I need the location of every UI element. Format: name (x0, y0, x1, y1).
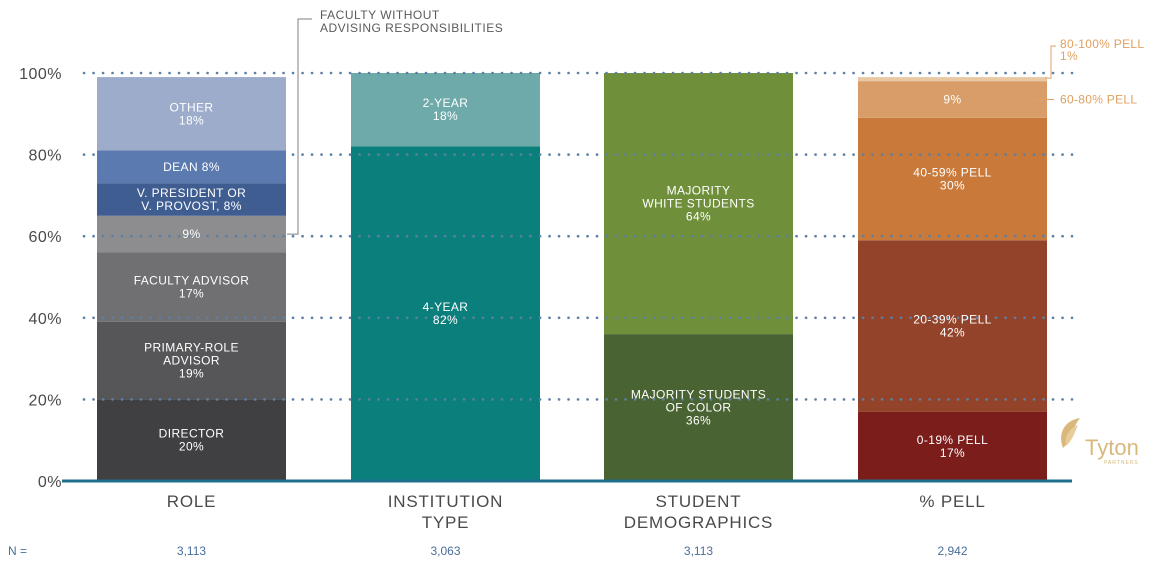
segment-label: MAJORITY STUDENTS (631, 388, 766, 402)
bar-segment (97, 183, 286, 216)
bar-segment (604, 73, 793, 335)
segment-label: 40-59% PELL (913, 166, 991, 180)
annotation-label: FACULTY WITHOUT (320, 8, 440, 22)
sample-size-row: N = 3,113 3,063 3,113 2,942 (8, 544, 968, 558)
y-tick-label: 80% (28, 148, 62, 165)
segment-label: 18% (179, 113, 204, 127)
segment-label: 2-YEAR (423, 96, 469, 110)
y-axis: 0% 20% 40% 60% 80% 100% (19, 66, 62, 491)
segment-label: 64% (686, 210, 711, 224)
bar-segment (351, 146, 540, 481)
bar-segment (97, 252, 286, 322)
x-category-label: % PELL (919, 492, 985, 511)
annotation-leader-line (1045, 45, 1056, 79)
segment-label: V. PROVOST, 8% (141, 199, 242, 213)
x-category-label: TYPE (422, 513, 470, 532)
y-tick-label: 0% (38, 474, 62, 491)
segment-label: 30% (940, 179, 965, 193)
y-tick-label: 20% (28, 392, 62, 409)
logo-wing-inner-icon (1065, 425, 1078, 446)
segment-label: PRIMARY-ROLE (144, 341, 239, 355)
annotation-label: 1% (1060, 49, 1078, 63)
bar-segment (858, 117, 1047, 241)
x-category-label: STUDENT (656, 492, 742, 511)
annotation-label: ADVISING RESPONSIBILITIES (320, 21, 503, 35)
annotation-leader-line (287, 18, 312, 235)
bar-segment (97, 150, 286, 184)
segment-label: 42% (940, 325, 965, 339)
gridlines (82, 71, 1074, 401)
annotation-label: 80-100% PELL (1060, 37, 1144, 51)
segment-label: ADVISOR (163, 354, 220, 368)
annotation-label: 60-80% PELL (1060, 93, 1137, 107)
x-axis-categories: ROLE INSTITUTION TYPE STUDENT DEMOGRAPHICS % … (167, 492, 985, 532)
bar-segment (351, 73, 540, 147)
segment-label: DIRECTOR (159, 427, 225, 441)
y-tick-label: 60% (28, 229, 62, 246)
logo-wordmark: Tyton (1085, 435, 1139, 460)
n-value: 3,113 (177, 544, 206, 558)
n-label: N = (8, 544, 27, 558)
segment-label: V. PRESIDENT OR (137, 186, 246, 200)
segment-label: FACULTY ADVISOR (134, 274, 250, 288)
x-category-label: INSTITUTION (388, 492, 504, 511)
segment-label: 36% (686, 414, 711, 428)
segment-label: 82% (433, 313, 458, 327)
segment-label: MAJORITY (667, 184, 731, 198)
bar-segment (858, 81, 1047, 118)
segment-label: 17% (940, 446, 965, 460)
segment-label: 0-19% PELL (917, 433, 988, 447)
y-tick-label: 40% (28, 311, 62, 328)
bar-segment (858, 240, 1047, 412)
x-category-label: DEMOGRAPHICS (624, 513, 773, 532)
segment-label: 19% (179, 367, 204, 381)
bar-stacks (97, 73, 1047, 481)
segment-label: 18% (433, 109, 458, 123)
bar-segment (97, 399, 286, 481)
bar-segment (858, 411, 1047, 481)
segment-label: 20-39% PELL (913, 312, 991, 326)
bar-segment (97, 215, 286, 253)
segment-label: WHITE STUDENTS (642, 197, 754, 211)
segment-label: 9% (182, 227, 200, 241)
bar-segment (97, 321, 286, 400)
bar-segment (858, 77, 1047, 82)
segment-label: OTHER (170, 100, 214, 114)
y-tick-label: 100% (19, 66, 62, 83)
logo-subtext: PARTNERS (1104, 460, 1139, 466)
n-value: 3,113 (684, 544, 713, 558)
bar-segment (604, 334, 793, 481)
segment-label: DEAN 8% (163, 160, 220, 174)
x-category-label: ROLE (167, 492, 217, 511)
segment-label: OF COLOR (666, 401, 732, 415)
segment-label: 20% (179, 440, 204, 454)
segment-label: 9% (943, 93, 961, 107)
n-value: 3,063 (430, 544, 460, 558)
segment-label: 17% (179, 287, 204, 301)
n-value: 2,942 (937, 544, 967, 558)
segment-label: 4-YEAR (423, 300, 469, 314)
bar-segment (97, 77, 286, 151)
